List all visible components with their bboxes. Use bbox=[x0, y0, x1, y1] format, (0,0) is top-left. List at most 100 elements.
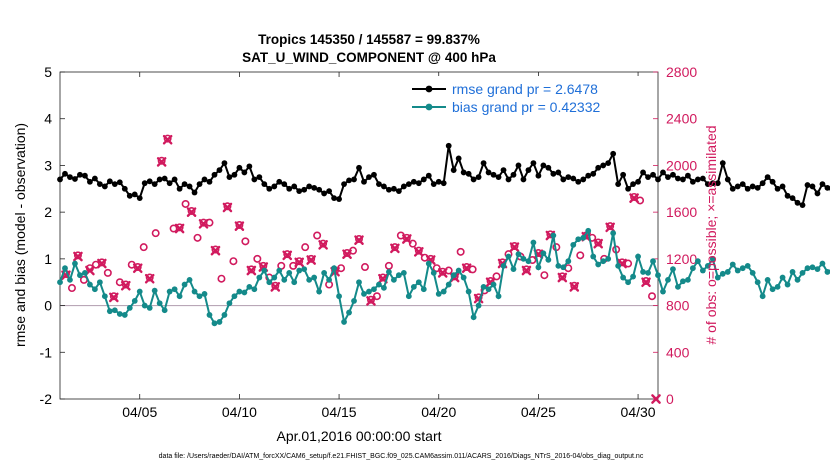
bias-point bbox=[740, 265, 746, 271]
rmse-point bbox=[735, 184, 741, 190]
bias-point bbox=[341, 319, 347, 325]
rmse-point bbox=[800, 202, 806, 208]
rmse-point bbox=[650, 172, 656, 178]
bias-point bbox=[640, 269, 646, 275]
bias-point bbox=[800, 270, 806, 276]
rmse-point bbox=[177, 186, 183, 192]
bias-point bbox=[232, 293, 238, 299]
rmse-point bbox=[590, 171, 596, 177]
rmse-point bbox=[536, 173, 542, 179]
rmse-point bbox=[461, 170, 467, 176]
bias-point bbox=[665, 277, 671, 283]
rmse-point bbox=[197, 181, 203, 187]
bias-point bbox=[162, 307, 168, 313]
rmse-point bbox=[296, 188, 302, 194]
rmse-point bbox=[426, 173, 432, 179]
rmse-point bbox=[750, 184, 756, 190]
rmse-point bbox=[820, 181, 826, 187]
rmse-point bbox=[381, 184, 387, 190]
rmse-point bbox=[810, 184, 816, 190]
right-tick-label: 1200 bbox=[666, 251, 697, 267]
bias-point bbox=[775, 284, 781, 290]
x-tick-label: 04/05 bbox=[122, 404, 157, 420]
rmse-point bbox=[102, 184, 108, 190]
rmse-point bbox=[391, 186, 397, 192]
bias-point bbox=[760, 293, 766, 299]
bias-point bbox=[565, 258, 571, 264]
rmse-point bbox=[690, 179, 696, 185]
left-tick-label: 2 bbox=[44, 204, 52, 220]
bias-point bbox=[506, 254, 512, 260]
bias-point bbox=[600, 258, 606, 264]
rmse-point bbox=[336, 196, 342, 202]
legend-bias-label: bias grand pr = 0.42332 bbox=[452, 99, 600, 115]
bias-point bbox=[271, 275, 277, 281]
bias-point bbox=[441, 289, 447, 295]
rmse-point bbox=[401, 184, 407, 190]
bias-point bbox=[92, 286, 98, 292]
bias-point bbox=[152, 288, 158, 294]
rmse-point bbox=[271, 184, 277, 190]
rmse-point bbox=[481, 160, 487, 166]
right-tick-label: 2000 bbox=[666, 157, 697, 173]
rmse-point bbox=[316, 187, 322, 193]
bias-point bbox=[77, 272, 83, 278]
right-tick-label: 400 bbox=[666, 344, 690, 360]
bias-point bbox=[281, 277, 287, 283]
rmse-point bbox=[137, 195, 143, 201]
bias-point bbox=[396, 272, 402, 278]
rmse-point bbox=[311, 185, 317, 191]
bias-point bbox=[237, 289, 243, 295]
rmse-point bbox=[516, 163, 522, 169]
x-tick-label: 04/20 bbox=[421, 404, 456, 420]
bias-point bbox=[177, 293, 183, 299]
bias-point bbox=[301, 266, 307, 272]
rmse-point bbox=[570, 176, 576, 182]
bias-point bbox=[725, 269, 731, 275]
bias-point bbox=[182, 282, 188, 288]
rmse-point bbox=[526, 167, 532, 173]
left-tick-label: 0 bbox=[44, 298, 52, 314]
rmse-point bbox=[386, 187, 392, 193]
rmse-point bbox=[172, 177, 178, 183]
bias-point bbox=[97, 279, 103, 285]
rmse-point bbox=[625, 186, 631, 192]
bias-point bbox=[595, 262, 601, 268]
bias-point bbox=[451, 272, 457, 278]
bias-point bbox=[286, 270, 292, 276]
bias-point bbox=[336, 293, 342, 299]
bias-point bbox=[87, 282, 93, 288]
x-tick-label: 04/25 bbox=[521, 404, 556, 420]
rmse-point bbox=[306, 184, 312, 190]
bias-point bbox=[401, 270, 407, 276]
bias-point bbox=[241, 290, 247, 296]
rmse-point bbox=[366, 174, 372, 180]
bias-point bbox=[212, 320, 218, 326]
rmse-point bbox=[117, 179, 123, 185]
rmse-point bbox=[127, 193, 133, 199]
bias-point bbox=[620, 275, 626, 281]
bias-point bbox=[306, 277, 312, 283]
bias-point bbox=[67, 277, 73, 283]
bias-point bbox=[590, 254, 596, 260]
rmse-point bbox=[630, 181, 636, 187]
bias-point bbox=[491, 282, 497, 288]
rmse-point bbox=[496, 174, 502, 180]
bias-point bbox=[446, 282, 452, 288]
bias-point bbox=[531, 240, 537, 246]
rmse-point bbox=[680, 177, 686, 183]
bias-point bbox=[730, 262, 736, 268]
bias-point bbox=[167, 289, 173, 295]
bias-point bbox=[785, 282, 791, 288]
bias-point bbox=[361, 291, 367, 297]
bias-point bbox=[780, 275, 786, 281]
right-tick-label: 0 bbox=[666, 391, 674, 407]
rmse-point bbox=[331, 195, 337, 201]
bias-point bbox=[266, 279, 272, 285]
bias-point bbox=[62, 265, 68, 271]
bias-point bbox=[815, 266, 821, 272]
legend-rmse-label: rmse grand pr = 2.6478 bbox=[452, 81, 598, 97]
rmse-point bbox=[486, 170, 492, 176]
bias-point bbox=[431, 270, 437, 276]
